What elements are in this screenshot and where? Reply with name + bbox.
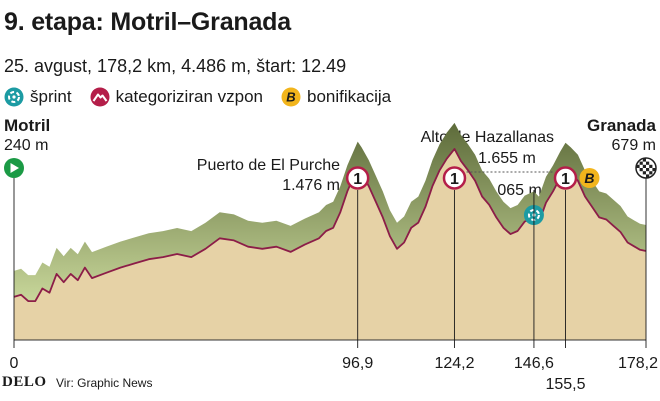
source-credit: Vir: Graphic News [56,376,153,390]
legend-item-sprint: šprint [4,87,72,107]
legend-bonus-label: bonifikacija [307,87,392,106]
climb-badge [553,166,578,190]
elevation-area [14,148,646,340]
climb-2-elevation: 1.655 m [478,150,536,167]
chart-area [13,122,647,341]
start-town: Motril [4,116,51,135]
checkered-flag-square [642,171,646,175]
climb-1-name: Puerto de El Purche [196,157,340,174]
checkered-flag-square [646,174,650,178]
bonus-badge [579,168,600,188]
climb-category-label: 1 [450,171,459,188]
delo-logo: DELO [2,374,47,390]
checkered-flag-square [642,158,646,162]
km-tick-label: 155,5 [545,376,585,393]
sprint-icon [4,87,24,107]
climb-badge [442,166,467,190]
legend: šprint kategoriziran vzpon B bonifikacij… [4,86,409,108]
checkered-flag-square [636,164,640,168]
mountain-icon [90,87,110,107]
climb-1-elevation: 1.476 m [282,177,340,194]
km-tick-label: 146,6 [514,355,554,372]
checkered-flag-square [639,161,643,165]
climb-badge [345,166,370,190]
terrain-ridge [14,122,646,302]
checkered-flag-square [646,168,650,172]
legend-climb-label: kategoriziran vzpon [115,87,263,106]
bonus-icon: B [281,87,301,107]
finish-elevation: 679 m [611,137,656,154]
km-tick-label: 96,9 [342,355,373,372]
km-tick-label: 124,2 [434,355,474,372]
legend-item-climb: kategoriziran vzpon [90,87,263,107]
chart-ticks: 0 96,9 124,2 146,6 155,5 178,2 [10,178,658,393]
svg-text:B: B [286,90,295,105]
climb-category-label: 1 [561,171,570,188]
checkered-flag-square [642,164,646,168]
start-elevation: 240 m [4,137,49,154]
checkered-flag-square [649,164,653,168]
checkered-flag-square [646,161,650,165]
legend-sprint-label: šprint [30,87,72,106]
bonus-symbol: B [584,170,594,186]
finish-town: Granada [587,116,656,135]
checkered-flag-square [649,171,653,175]
climb-category-label: 1 [353,171,362,188]
checkered-flag-square [639,168,643,172]
stage-subtitle: 25. avgust, 178,2 km, 4.486 m, štart: 12… [4,56,347,76]
page-title: 9. etapa: Motril–Granada [4,8,291,36]
checkered-flag-square [652,168,656,172]
km-tick-label: 178,2 [618,355,658,372]
play-icon [10,163,19,173]
km-tick-label: 0 [10,355,19,372]
legend-item-bonus: B bonifikacija [281,87,391,107]
